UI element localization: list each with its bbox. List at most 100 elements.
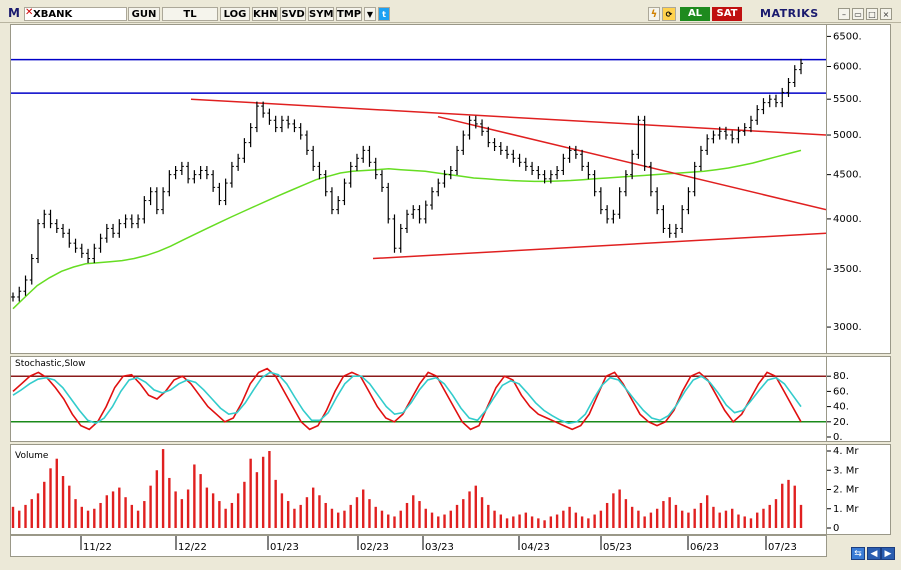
price-bar-38	[248, 123, 253, 148]
price-bar-73	[467, 115, 472, 140]
price-bar-48	[311, 145, 316, 171]
tmp-button[interactable]: TMP	[336, 7, 362, 21]
volume-bar-14	[99, 502, 102, 528]
symbol-input[interactable]: XBANK	[24, 7, 127, 21]
trend-line-2	[372, 232, 826, 260]
twitter-icon[interactable]: t	[378, 7, 390, 21]
price-bar-57	[367, 145, 372, 167]
price-axis-label-2: 4000.	[833, 214, 862, 225]
svd-button[interactable]: SVD	[280, 7, 306, 21]
khn-button[interactable]: KHN	[252, 7, 278, 21]
scroll-right-icon[interactable]: ▶	[881, 547, 895, 560]
price-bar-83	[530, 161, 535, 176]
price-bar-3	[29, 254, 34, 285]
stochastic-axis-label-3: 60.	[833, 386, 849, 397]
volume-bar-107	[680, 510, 684, 528]
sync-icon[interactable]: ⇆	[851, 547, 865, 560]
price-bar-92	[586, 161, 591, 180]
period-button[interactable]: GUN	[128, 7, 160, 21]
volume-bar-53	[343, 510, 346, 528]
price-bar-64	[411, 205, 416, 219]
volume-bar-78	[499, 514, 503, 528]
price-bar-46	[298, 123, 303, 140]
volume-bar-86	[549, 516, 553, 528]
price-bar-90	[573, 145, 578, 159]
volume-bar-67	[430, 512, 434, 528]
volume-bar-50	[324, 502, 327, 528]
price-bar-97	[617, 187, 622, 219]
volume-axis-ticks: 0 1. Mr 2. Mr 3. Mr 4. Mr	[827, 446, 859, 534]
price-bar-63	[405, 209, 409, 233]
stochastic-line-0	[12, 367, 802, 431]
volume-bar-68	[437, 516, 440, 528]
volume-bar-114	[724, 510, 728, 528]
time-axis-label-8: 07/23	[768, 542, 797, 553]
volume-bar-25	[168, 477, 171, 528]
scroll-left-icon[interactable]: ◀	[867, 547, 881, 560]
volume-bar-26	[174, 491, 177, 528]
price-axis-label-0: 3000.	[833, 322, 862, 333]
sym-button[interactable]: SYM	[308, 7, 334, 21]
volume-bar-69	[443, 514, 446, 528]
volume-bar-64	[412, 495, 415, 528]
volume-bar-122	[774, 499, 778, 528]
app-logo: M	[8, 6, 20, 20]
price-bar-49	[317, 161, 322, 180]
refresh-icon[interactable]: ⟳	[662, 7, 676, 21]
price-bar-22	[148, 187, 153, 206]
volume-bar-104	[662, 501, 665, 528]
volume-bar-62	[399, 510, 402, 528]
volume-bar-99	[630, 506, 634, 528]
volume-bar-20	[136, 510, 140, 528]
price-bar-104	[661, 205, 666, 233]
price-bar-112	[711, 130, 716, 144]
price-bar-13	[92, 243, 97, 264]
price-bar-25	[167, 170, 172, 197]
volume-bar-58	[374, 506, 377, 528]
price-bar-91	[580, 149, 585, 171]
close-symbol-icon[interactable]: ✕	[25, 7, 34, 18]
price-bar-106	[673, 223, 678, 238]
price-bar-26	[173, 165, 178, 180]
price-bar-107	[680, 205, 685, 233]
volume-bar-38	[249, 458, 252, 528]
buy-button[interactable]: AL	[680, 7, 710, 21]
volume-bar-23	[155, 470, 159, 528]
price-bar-126	[799, 58, 803, 75]
currency-button[interactable]: TL	[162, 7, 218, 21]
log-scale-button[interactable]: LOG	[220, 7, 250, 21]
price-bar-96	[611, 209, 616, 224]
price-bar-15	[104, 223, 109, 243]
volume-bar-112	[712, 506, 715, 528]
price-bar-9	[67, 228, 72, 248]
volume-bar-28	[186, 489, 190, 528]
volume-bar-24	[161, 449, 165, 528]
lightning-icon[interactable]: ϟ	[648, 7, 660, 21]
volume-bar-123	[781, 483, 784, 528]
template-dropdown-icon[interactable]: ▼	[364, 7, 376, 21]
volume-bar-103	[655, 508, 659, 528]
volume-bar-66	[424, 508, 427, 528]
volume-bar-17	[118, 487, 121, 528]
volume-bar-57	[368, 499, 371, 528]
minimize-icon[interactable]: –	[838, 8, 850, 20]
volume-bar-56	[362, 489, 365, 528]
brand-logo: MATRIKS	[760, 7, 819, 20]
price-bar-105	[667, 223, 672, 238]
price-bar-122	[773, 94, 778, 108]
price-bar-30	[198, 165, 203, 180]
price-bar-121	[767, 94, 772, 108]
price-bar-113	[717, 126, 722, 140]
volume-bar-117	[743, 516, 746, 528]
volume-bar-41	[268, 451, 271, 528]
volume-bar-35	[230, 502, 234, 528]
maximize-icon[interactable]: □	[866, 8, 878, 20]
volume-bar-4	[36, 493, 40, 528]
volume-bar-102	[649, 512, 653, 528]
restore-icon[interactable]: ▭	[852, 8, 864, 20]
volume-chart	[11, 449, 803, 528]
close-window-icon[interactable]: ×	[880, 8, 892, 20]
price-bar-2	[23, 275, 28, 296]
sell-button[interactable]: SAT	[712, 7, 742, 21]
time-axis-label-5: 04/23	[521, 542, 550, 553]
